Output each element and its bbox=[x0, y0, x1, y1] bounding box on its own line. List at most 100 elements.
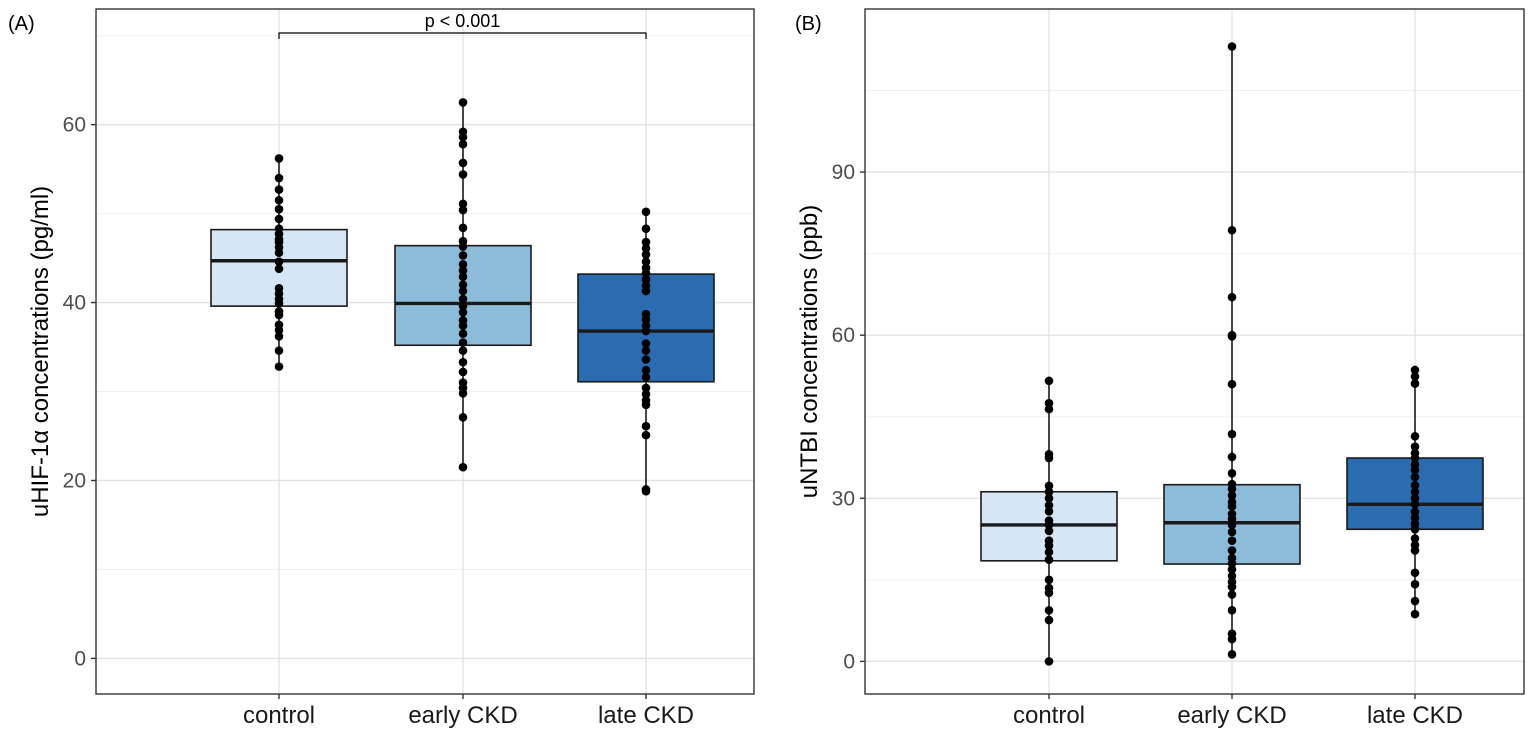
data-point bbox=[1044, 449, 1054, 459]
data-point bbox=[1410, 365, 1420, 375]
data-point bbox=[458, 346, 468, 355]
data-point bbox=[458, 329, 468, 339]
data-point bbox=[1227, 565, 1237, 574]
data-point bbox=[1044, 526, 1054, 536]
data-point bbox=[1044, 487, 1054, 497]
data-point bbox=[641, 275, 651, 284]
y-tick-label: 0 bbox=[843, 650, 855, 673]
data-point bbox=[1227, 429, 1237, 439]
data-point bbox=[458, 260, 468, 269]
data-point bbox=[1227, 379, 1237, 389]
y-axis-title: uHIF-1α concentrations (pg/ml) bbox=[27, 186, 54, 517]
data-point bbox=[458, 367, 468, 377]
data-point bbox=[1410, 507, 1420, 517]
data-point bbox=[274, 362, 284, 371]
data-point bbox=[1044, 583, 1054, 593]
data-point bbox=[1410, 513, 1420, 523]
data-point bbox=[1044, 404, 1054, 414]
data-point bbox=[274, 320, 284, 330]
data-point bbox=[1227, 536, 1237, 545]
data-point bbox=[274, 185, 284, 194]
data-point bbox=[1044, 501, 1054, 510]
data-point bbox=[1227, 629, 1237, 638]
data-point bbox=[641, 485, 651, 494]
data-point bbox=[1044, 507, 1054, 516]
x-tick-label: early CKD bbox=[408, 702, 517, 729]
data-point bbox=[1044, 605, 1054, 615]
panel-a: p < 0.001 0 20 40 60 control early CKD late CKD… bbox=[8, 8, 755, 729]
data-point bbox=[1410, 372, 1420, 381]
data-point bbox=[641, 244, 651, 253]
data-point bbox=[1227, 468, 1237, 478]
data-point bbox=[1410, 596, 1420, 606]
data-point bbox=[1044, 575, 1054, 585]
data-point bbox=[458, 308, 468, 317]
panel-b: 0 30 60 90 control early CKD late CKD uNTBI con… bbox=[795, 8, 1525, 729]
data-point bbox=[1227, 225, 1237, 235]
y-tick-label: 60 bbox=[63, 114, 86, 137]
data-point bbox=[641, 383, 651, 393]
data-point bbox=[1227, 546, 1237, 555]
panel-label: (B) bbox=[795, 13, 822, 35]
data-point bbox=[1044, 536, 1054, 545]
data-point bbox=[641, 346, 651, 355]
data-point bbox=[1410, 534, 1420, 543]
data-point bbox=[458, 127, 468, 137]
data-point bbox=[641, 355, 651, 364]
data-point bbox=[1410, 568, 1420, 578]
data-point bbox=[1227, 292, 1237, 302]
data-point bbox=[1227, 590, 1237, 599]
data-point bbox=[1410, 432, 1420, 441]
data-point bbox=[1227, 509, 1237, 519]
data-point bbox=[274, 264, 284, 274]
data-point bbox=[641, 321, 651, 331]
data-point bbox=[458, 98, 468, 107]
data-point bbox=[641, 263, 651, 273]
data-point bbox=[458, 280, 468, 290]
data-point bbox=[1044, 657, 1054, 666]
data-point bbox=[458, 139, 468, 149]
data-point bbox=[1227, 330, 1237, 340]
plot-border bbox=[864, 8, 1525, 695]
data-point bbox=[274, 332, 284, 341]
data-point bbox=[1227, 553, 1237, 563]
data-point bbox=[458, 462, 468, 472]
data-point bbox=[274, 224, 284, 234]
data-point bbox=[1227, 42, 1237, 51]
data-point bbox=[274, 195, 284, 205]
data-point bbox=[458, 286, 468, 296]
data-point bbox=[1227, 520, 1237, 530]
data-point bbox=[1044, 615, 1054, 625]
data-point bbox=[1044, 516, 1054, 525]
data-point bbox=[641, 224, 651, 234]
data-point bbox=[1227, 479, 1237, 489]
data-point bbox=[1044, 481, 1054, 491]
data-point bbox=[1227, 491, 1237, 500]
x-tick-label: control bbox=[1013, 702, 1085, 729]
y-axis-title: uNTBI concentrations (ppb) bbox=[796, 205, 823, 498]
x-tick-label: late CKD bbox=[1367, 702, 1463, 729]
data-point bbox=[1227, 497, 1237, 507]
y-tick-label: 0 bbox=[74, 647, 86, 670]
data-point bbox=[458, 266, 468, 275]
data-point bbox=[1410, 519, 1420, 529]
significance-label: p < 0.001 bbox=[425, 11, 501, 31]
data-point bbox=[458, 251, 468, 260]
data-point bbox=[274, 284, 284, 293]
data-point bbox=[1044, 493, 1054, 503]
y-tick-label: 60 bbox=[832, 324, 855, 347]
data-point bbox=[274, 204, 284, 214]
data-point bbox=[1227, 605, 1237, 615]
data-point bbox=[641, 339, 651, 348]
data-point bbox=[641, 372, 651, 382]
data-point bbox=[641, 389, 651, 399]
y-tick-label: 40 bbox=[63, 292, 86, 315]
data-point bbox=[641, 396, 651, 405]
data-point bbox=[1044, 547, 1054, 557]
plot-background bbox=[865, 9, 1524, 694]
data-point bbox=[1227, 577, 1237, 587]
data-point bbox=[274, 307, 284, 316]
data-point bbox=[458, 199, 468, 209]
data-point bbox=[1410, 493, 1420, 503]
data-point bbox=[1410, 472, 1420, 482]
